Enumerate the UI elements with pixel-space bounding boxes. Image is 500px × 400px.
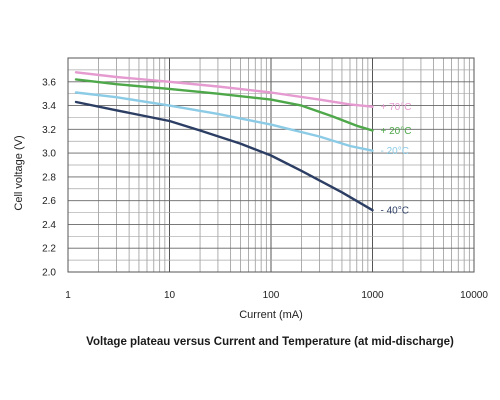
x-tick-label: 1000 (361, 290, 384, 301)
series-label: + 20°C (381, 126, 412, 137)
x-tick-label: 10 (164, 290, 176, 301)
y-tick-label: 3.6 (42, 77, 56, 88)
series-line (74, 78, 374, 132)
x-tick-label: 1 (65, 290, 71, 301)
y-tick-label: 3.0 (42, 149, 56, 160)
series-line (74, 71, 374, 108)
y-tick-label: 2.2 (42, 244, 56, 255)
y-tick-label: 2.0 (42, 268, 56, 279)
y-tick-label: 2.8 (42, 172, 56, 183)
y-tick-label: 2.6 (42, 196, 56, 207)
y-axis-label: Cell voltage (V) (13, 135, 25, 210)
plot-frame (67, 57, 475, 273)
y-tick-label: 3.2 (42, 125, 56, 136)
x-axis-ticks: 1 10 100 1000 10000 (65, 290, 488, 301)
series-label: - 20°C (381, 146, 409, 157)
y-tick-label: 3.4 (42, 101, 56, 112)
chart-title: Voltage plateau versus Current and Tempe… (86, 336, 454, 348)
grid (67, 57, 475, 273)
series-labels: + 70°C + 20°C - 20°C - 40°C (381, 102, 412, 216)
series-lines (74, 71, 374, 212)
x-axis-label: Current (mA) (239, 309, 303, 321)
series-line (74, 91, 374, 152)
y-axis-ticks: 2.0 2.2 2.4 2.6 2.8 3.0 3.2 3.4 3.6 (42, 77, 56, 278)
series-line (74, 100, 374, 212)
x-tick-label: 100 (263, 290, 280, 301)
series-label: - 40°C (381, 206, 409, 217)
y-tick-label: 2.4 (42, 220, 56, 231)
x-tick-label: 10000 (460, 290, 488, 301)
series-label: + 70°C (381, 102, 412, 113)
